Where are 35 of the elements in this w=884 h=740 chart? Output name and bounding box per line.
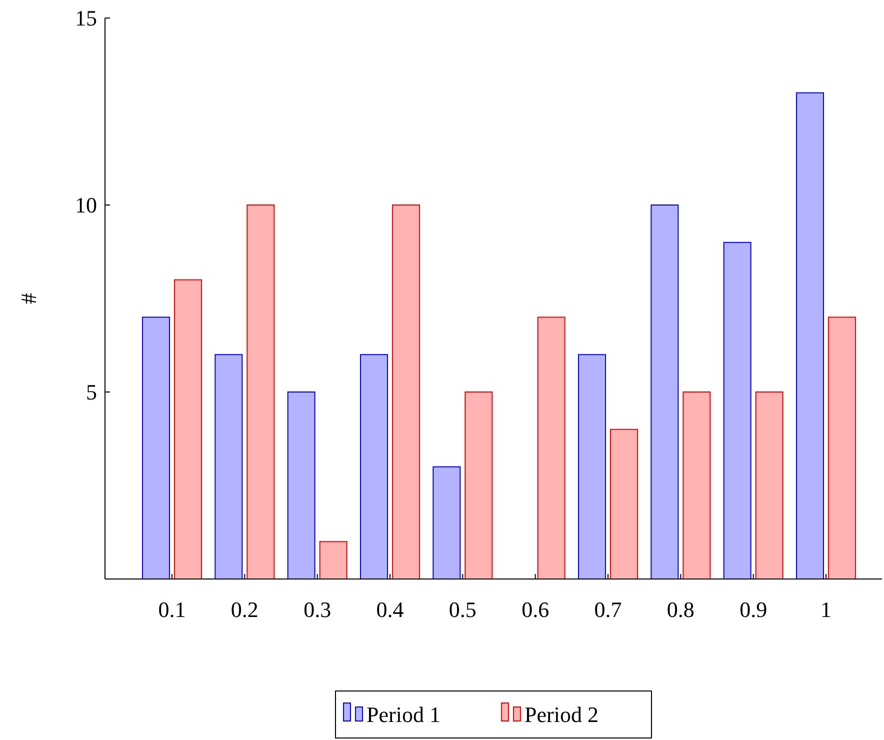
legend-label: Period 2: [524, 702, 598, 727]
y-tick-label: 15: [75, 6, 97, 31]
y-tick-label: 10: [75, 192, 97, 218]
y-axis-title: #: [16, 293, 41, 304]
x-tick-label: 0.4: [376, 597, 404, 622]
bar: [214, 354, 243, 580]
x-tick-label: 0.6: [522, 597, 550, 622]
x-tick-label: 0.5: [448, 597, 476, 622]
bar: [723, 242, 752, 580]
bar: [432, 466, 461, 580]
bar: [755, 392, 784, 580]
bar: [682, 392, 711, 580]
x-tick-label: 1: [820, 597, 832, 622]
bar: [464, 392, 493, 580]
bar: [650, 204, 679, 580]
x-tick-label: 0.3: [304, 597, 332, 622]
x-tick-label: 0.2: [230, 597, 258, 622]
bar: [537, 316, 566, 580]
x-tick-label: 0.1: [158, 597, 186, 622]
bar: [360, 354, 388, 580]
bar: [610, 428, 638, 580]
bar: [287, 392, 316, 580]
bar: [796, 92, 824, 580]
bar: [174, 279, 202, 580]
legend-label: Period 1: [366, 702, 440, 727]
bar: [319, 541, 348, 580]
bar: [828, 316, 856, 580]
bar: [246, 204, 275, 580]
bar: [392, 204, 420, 580]
bar: [578, 354, 606, 580]
y-tick-label: 5: [86, 380, 97, 405]
x-tick-label: 0.7: [594, 597, 622, 622]
x-tick-label: 0.9: [740, 597, 768, 622]
x-tick-label: 0.8: [666, 597, 694, 622]
bar: [142, 316, 170, 580]
